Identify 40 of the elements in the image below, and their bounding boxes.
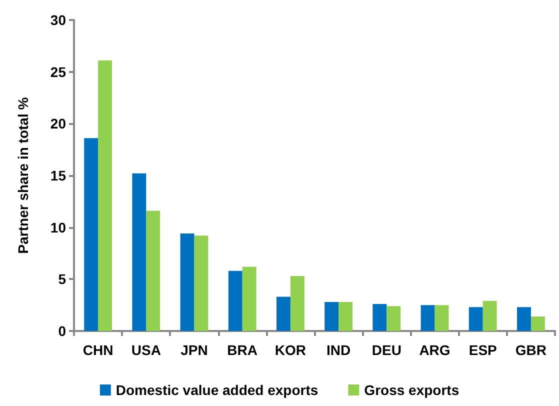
y-tick-label: 15	[50, 168, 66, 184]
y-tick-label: 5	[58, 271, 66, 288]
x-tick-label: GBR	[515, 342, 547, 358]
legend-label: Gross exports	[364, 382, 460, 398]
x-tick-label: ARG	[419, 342, 450, 358]
bar	[324, 302, 339, 331]
y-tick-label: 25	[50, 64, 66, 80]
bar	[98, 60, 112, 331]
bar	[482, 300, 497, 331]
bar	[338, 302, 352, 331]
bar	[276, 296, 290, 331]
y-tick-label: 10	[50, 219, 66, 236]
bar	[420, 305, 435, 331]
y-tick-label: 20	[50, 116, 66, 132]
bar	[146, 210, 160, 331]
bar	[434, 305, 449, 331]
bar	[180, 234, 194, 331]
bar	[517, 307, 531, 331]
bar	[242, 266, 256, 331]
bar	[132, 173, 146, 331]
bar	[386, 306, 401, 331]
bar	[228, 270, 242, 331]
bar	[468, 307, 483, 331]
bar	[530, 316, 545, 331]
bar	[194, 236, 208, 331]
y-tick-label: 30	[50, 12, 66, 28]
x-tick-label: JPN	[180, 342, 208, 358]
bar	[290, 276, 304, 331]
x-tick-label: DEU	[372, 342, 402, 358]
x-tick-label: CHN	[82, 342, 114, 358]
x-tick-label: ESP	[468, 342, 497, 358]
bar	[372, 304, 387, 331]
legend-label: Domestic value added exports	[116, 382, 318, 398]
y-tick-label: 0	[58, 323, 66, 339]
x-tick-label: USA	[131, 342, 161, 358]
y-axis-title: Partner share in total %	[15, 96, 31, 254]
bar	[84, 138, 98, 331]
x-tick-label: KOR	[274, 342, 306, 358]
x-tick-label: BRA	[227, 342, 258, 358]
x-tick-label: IND	[326, 342, 351, 358]
